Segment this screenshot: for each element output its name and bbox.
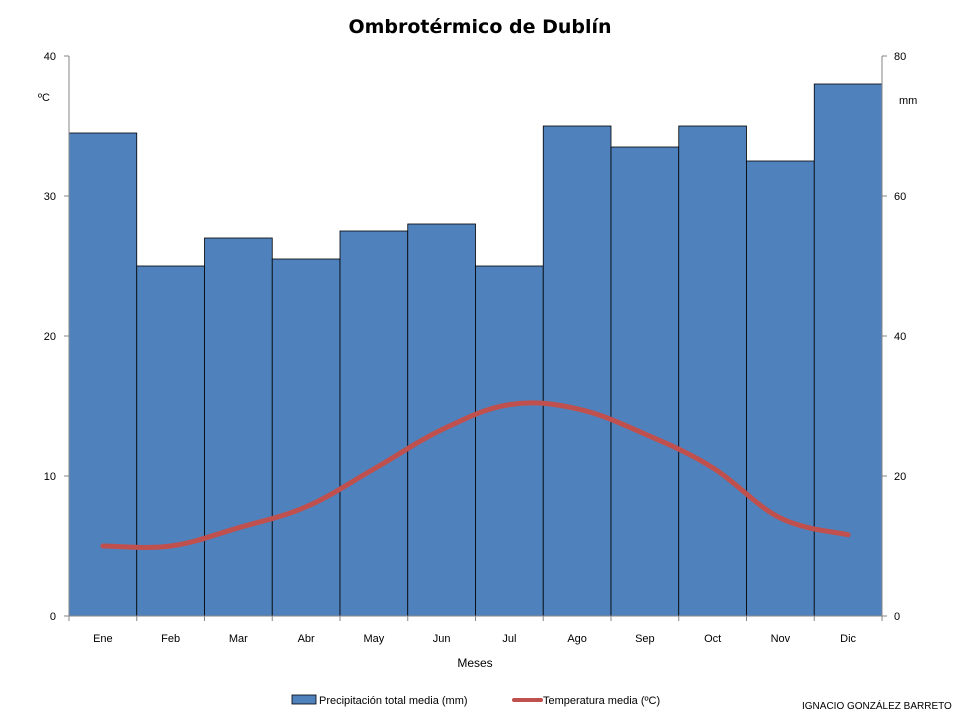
precip-bar-ene bbox=[68, 132, 138, 617]
x-tick-label-sep: Sep bbox=[635, 633, 655, 645]
x-tick-label-dic: Dic bbox=[840, 633, 856, 645]
chart-title: Ombrotérmico de Dublín bbox=[348, 16, 611, 38]
right-tick-label: 60 bbox=[894, 191, 906, 203]
x-tick-label-may: May bbox=[363, 633, 384, 645]
precip-bar-feb bbox=[136, 265, 205, 617]
x-tick-label-jun: Jun bbox=[433, 633, 451, 645]
precip-bar-oct bbox=[678, 125, 747, 617]
right-tick-label: 80 bbox=[894, 51, 906, 63]
x-tick-label-jul: Jul bbox=[502, 633, 516, 645]
temperature-line-group bbox=[100, 400, 851, 550]
precip-bar-may bbox=[339, 230, 409, 617]
precip-bar-nov bbox=[746, 160, 815, 617]
right-tick-label: 0 bbox=[894, 611, 900, 623]
x-tick-label-ene: Ene bbox=[93, 633, 113, 645]
left-tick-label: 20 bbox=[44, 331, 56, 343]
x-tick-label-mar: Mar bbox=[229, 633, 248, 645]
precip-bar-mar bbox=[204, 237, 273, 617]
right-tick-label: 40 bbox=[894, 331, 906, 343]
temperature-line bbox=[100, 400, 851, 550]
x-axis-title: Meses bbox=[457, 656, 492, 670]
left-tick-label: 0 bbox=[50, 611, 56, 623]
chart-axes: 0 10 20 30 40 0 20 40 60 80 Ene Feb Mar Abr May Jun Jul A… bbox=[44, 51, 907, 645]
legend-temperature-label: Temperatura media (ºC) bbox=[543, 695, 660, 707]
precipitation-bars bbox=[68, 83, 883, 617]
legend: Precipitación total media (mm) Temperatu… bbox=[291, 694, 660, 707]
left-tick-label: 30 bbox=[44, 191, 56, 203]
author-credit: IGNACIO GONZÁLEZ BARRETO bbox=[802, 699, 952, 712]
precip-bar-sep bbox=[610, 146, 680, 617]
x-tick-label-abr: Abr bbox=[298, 633, 315, 645]
x-tick-label-nov: Nov bbox=[771, 633, 791, 645]
precip-bar-ago bbox=[542, 125, 612, 617]
legend-precipitation-swatch bbox=[291, 694, 317, 705]
right-tick-label: 20 bbox=[894, 471, 906, 483]
legend-precipitation-label: Precipitación total media (mm) bbox=[319, 695, 468, 707]
right-axis-unit: mm bbox=[899, 95, 917, 107]
left-tick-label: 40 bbox=[44, 51, 56, 63]
precip-bar-abr bbox=[271, 258, 341, 617]
left-tick-label: 10 bbox=[44, 471, 56, 483]
precip-bar-jul bbox=[475, 265, 544, 617]
x-tick-label-ago: Ago bbox=[567, 633, 587, 645]
x-tick-label-feb: Feb bbox=[161, 633, 180, 645]
x-tick-label-oct: Oct bbox=[704, 633, 721, 645]
left-axis-unit: ºC bbox=[38, 92, 50, 104]
precip-bar-dic bbox=[813, 83, 883, 617]
